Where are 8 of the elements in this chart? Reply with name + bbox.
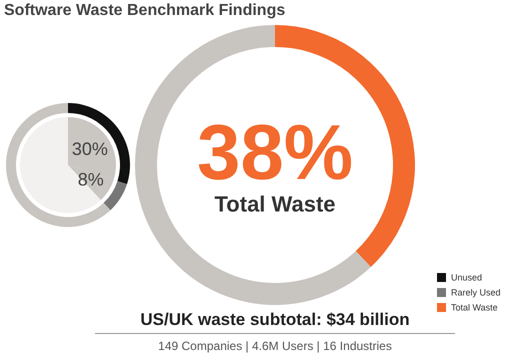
legend-label: Rarely Used — [451, 288, 501, 298]
chart-title: Software Waste Benchmark Findings — [4, 2, 286, 20]
text: US/UK waste subtotal: $34 billion — [140, 310, 410, 329]
legend-label: Unused — [451, 272, 482, 282]
text: 149 Companies | 4.6M Users | 16 Industries — [157, 339, 393, 353]
legend-label: Total Waste — [451, 302, 498, 312]
data-label: 8% — [78, 169, 104, 190]
data-label: 30% — [72, 139, 108, 160]
